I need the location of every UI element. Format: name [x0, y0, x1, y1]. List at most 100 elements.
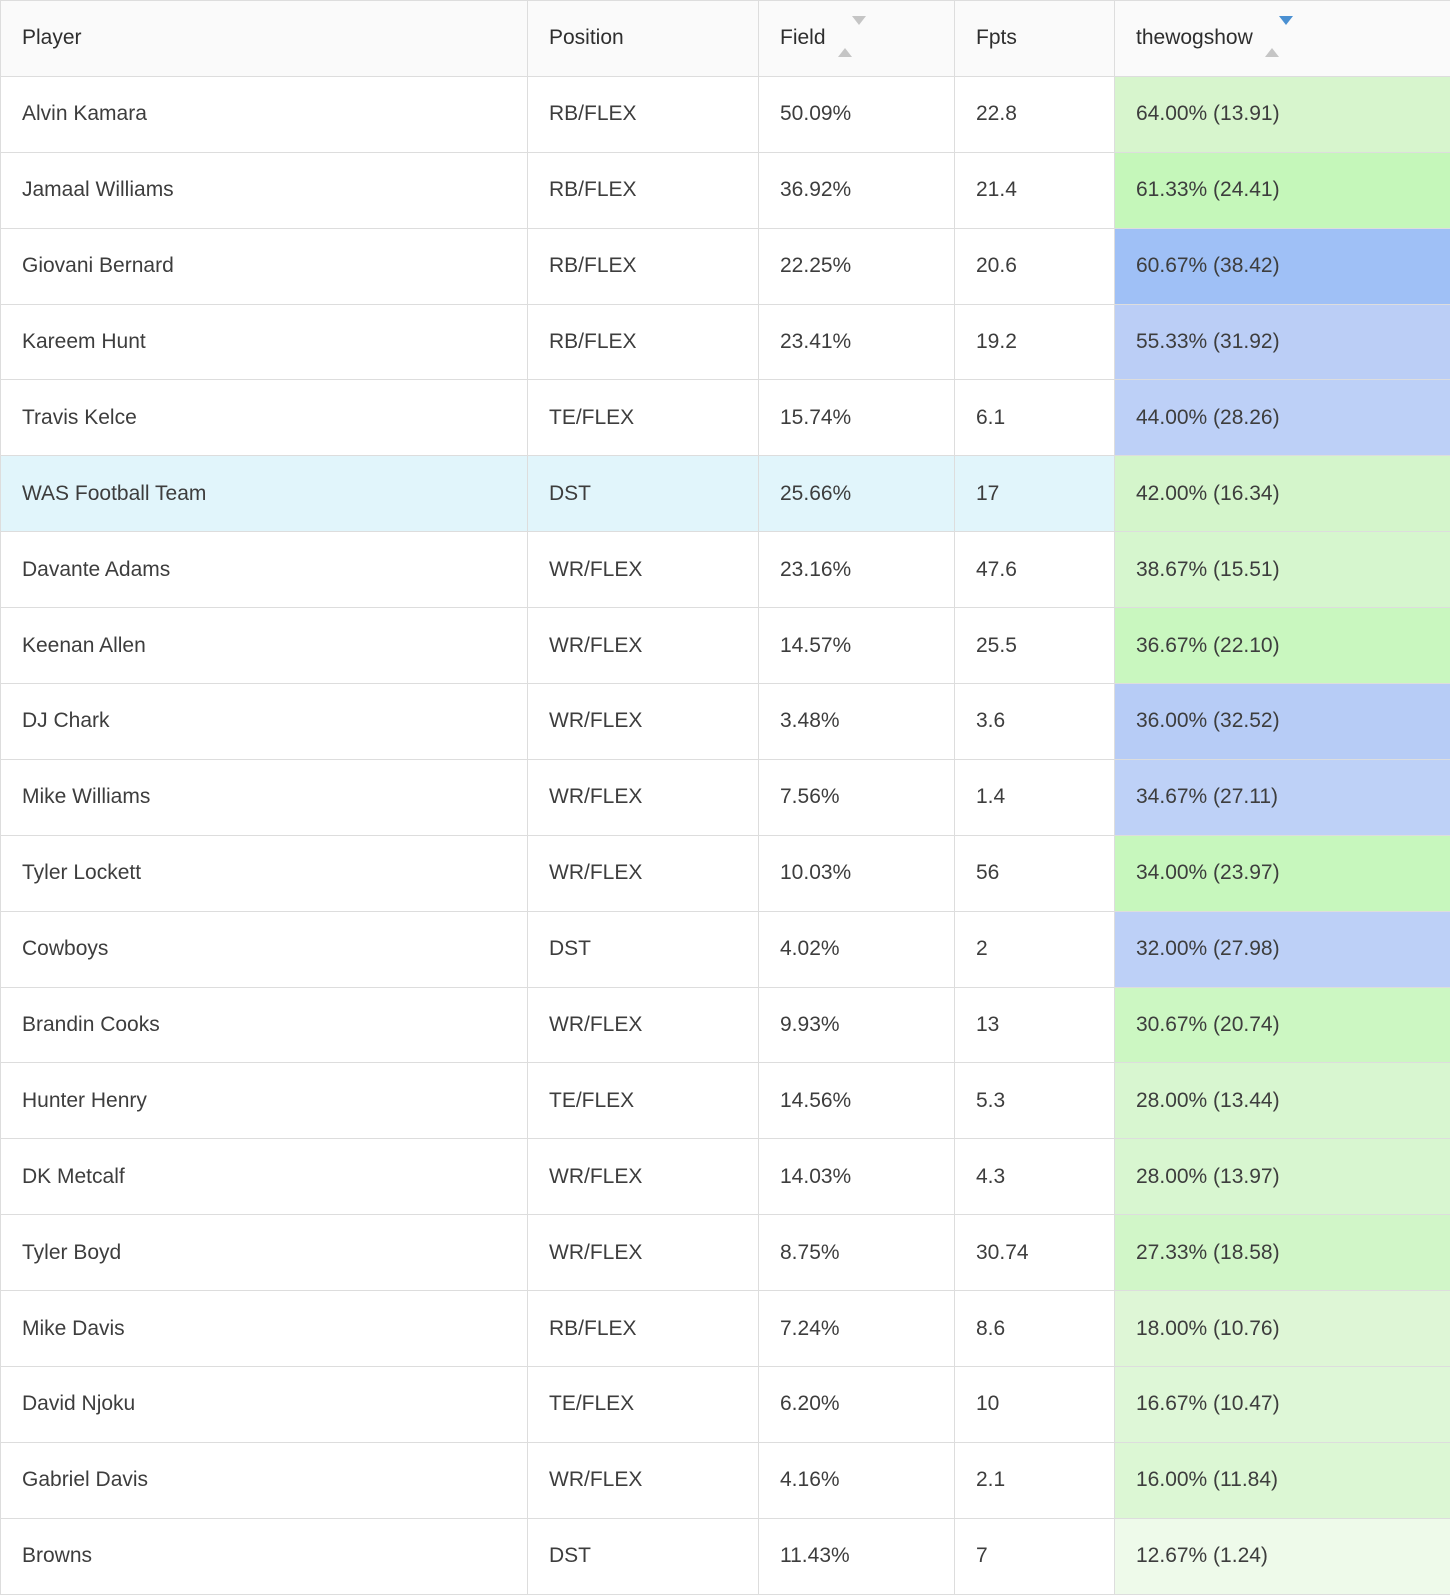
- player-cell: Browns: [1, 1518, 528, 1594]
- fpts-cell: 5.3: [955, 1063, 1115, 1139]
- thewogshow-cell: 16.00% (11.84): [1115, 1442, 1450, 1518]
- player-cell: DJ Chark: [1, 684, 528, 760]
- thewogshow-cell: 36.67% (22.10): [1115, 608, 1450, 684]
- column-header-thewogshow[interactable]: thewogshow: [1115, 1, 1450, 77]
- player-cell: Tyler Lockett: [1, 835, 528, 911]
- player-cell: Brandin Cooks: [1, 987, 528, 1063]
- column-header-fpts: Fpts: [955, 1, 1115, 77]
- fpts-cell: 3.6: [955, 684, 1115, 760]
- position-cell: RB/FLEX: [528, 1291, 759, 1367]
- player-cell: Cowboys: [1, 911, 528, 987]
- player-cell: Travis Kelce: [1, 380, 528, 456]
- fpts-cell: 30.74: [955, 1215, 1115, 1291]
- field-cell: 3.48%: [759, 684, 955, 760]
- column-header-player: Player: [1, 1, 528, 77]
- thewogshow-cell: 34.00% (23.97): [1115, 835, 1450, 911]
- fpts-cell: 7: [955, 1518, 1115, 1594]
- field-cell: 9.93%: [759, 987, 955, 1063]
- fpts-cell: 8.6: [955, 1291, 1115, 1367]
- field-cell: 8.75%: [759, 1215, 955, 1291]
- field-cell: 4.02%: [759, 911, 955, 987]
- thewogshow-cell: 18.00% (10.76): [1115, 1291, 1450, 1367]
- sort-up-arrow: [1265, 25, 1279, 57]
- field-cell: 6.20%: [759, 1367, 955, 1443]
- player-cell: Kareem Hunt: [1, 304, 528, 380]
- thewogshow-cell: 27.33% (18.58): [1115, 1215, 1450, 1291]
- fpts-cell: 25.5: [955, 608, 1115, 684]
- column-header-field[interactable]: Field: [759, 1, 955, 77]
- thewogshow-cell: 16.67% (10.47): [1115, 1367, 1450, 1443]
- column-label-thewogshow: thewogshow: [1136, 26, 1253, 49]
- sort-down-arrow: [1279, 16, 1293, 48]
- position-cell: TE/FLEX: [528, 380, 759, 456]
- player-cell: Giovani Bernard: [1, 228, 528, 304]
- field-cell: 7.24%: [759, 1291, 955, 1367]
- thewogshow-cell: 38.67% (15.51): [1115, 532, 1450, 608]
- thewogshow-cell: 28.00% (13.44): [1115, 1063, 1450, 1139]
- position-cell: WR/FLEX: [528, 759, 759, 835]
- fpts-cell: 47.6: [955, 532, 1115, 608]
- sort-icon-field[interactable]: [838, 25, 866, 49]
- thewogshow-cell: 61.33% (24.41): [1115, 152, 1450, 228]
- sort-up-arrow: [838, 25, 852, 57]
- thewogshow-cell: 64.00% (13.91): [1115, 76, 1450, 152]
- position-cell: RB/FLEX: [528, 304, 759, 380]
- player-cell: David Njoku: [1, 1367, 528, 1443]
- thewogshow-cell: 28.00% (13.97): [1115, 1139, 1450, 1215]
- fpts-cell: 6.1: [955, 380, 1115, 456]
- field-cell: 36.92%: [759, 152, 955, 228]
- position-cell: DST: [528, 1518, 759, 1594]
- thewogshow-cell: 34.67% (27.11): [1115, 759, 1450, 835]
- header-row: Player Position Field Fpts thewogshow: [1, 1, 1450, 77]
- position-cell: WR/FLEX: [528, 684, 759, 760]
- position-cell: WR/FLEX: [528, 1442, 759, 1518]
- column-label-position: Position: [549, 26, 624, 49]
- column-label-field: Field: [780, 26, 826, 49]
- sort-icon-thewogshow[interactable]: [1265, 25, 1293, 49]
- field-cell: 4.16%: [759, 1442, 955, 1518]
- field-cell: 23.16%: [759, 532, 955, 608]
- position-cell: RB/FLEX: [528, 76, 759, 152]
- field-cell: 11.43%: [759, 1518, 955, 1594]
- field-cell: 14.57%: [759, 608, 955, 684]
- fpts-cell: 19.2: [955, 304, 1115, 380]
- thewogshow-cell: 60.67% (38.42): [1115, 228, 1450, 304]
- field-cell: 10.03%: [759, 835, 955, 911]
- player-cell: Mike Davis: [1, 1291, 528, 1367]
- field-cell: 15.74%: [759, 380, 955, 456]
- column-header-position: Position: [528, 1, 759, 77]
- player-cell: Davante Adams: [1, 532, 528, 608]
- fpts-cell: 2: [955, 911, 1115, 987]
- fpts-cell: 1.4: [955, 759, 1115, 835]
- fpts-cell: 13: [955, 987, 1115, 1063]
- position-cell: DST: [528, 456, 759, 532]
- fpts-cell: 4.3: [955, 1139, 1115, 1215]
- player-cell: DK Metcalf: [1, 1139, 528, 1215]
- fpts-cell: 20.6: [955, 228, 1115, 304]
- field-cell: 14.03%: [759, 1139, 955, 1215]
- position-cell: WR/FLEX: [528, 835, 759, 911]
- field-cell: 14.56%: [759, 1063, 955, 1139]
